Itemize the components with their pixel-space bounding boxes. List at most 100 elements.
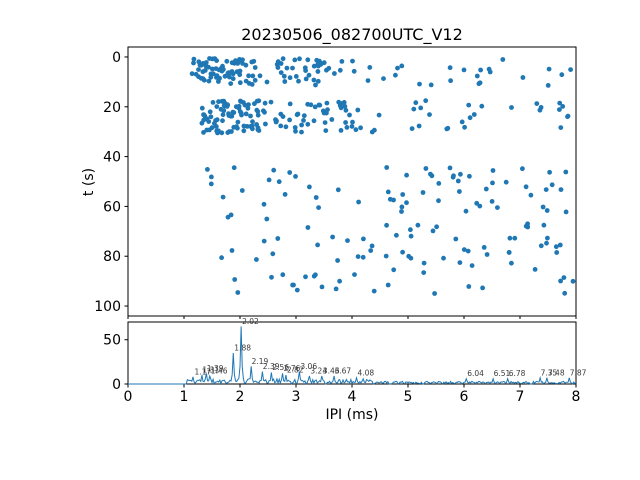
scatter-point	[489, 199, 495, 204]
scatter-point	[462, 124, 467, 130]
scatter-point	[559, 72, 565, 78]
scatter-point	[367, 65, 373, 70]
chart-title: 20230506_082700UTC_V12	[241, 25, 463, 45]
scatter-point	[287, 117, 292, 123]
x-tick-label: 5	[404, 389, 413, 405]
y-tick-label: 50	[103, 333, 121, 349]
scatter-point	[196, 67, 201, 72]
scatter-point	[466, 102, 472, 108]
scatter-point	[457, 260, 463, 265]
scatter-point	[222, 100, 228, 106]
y-tick-label: 100	[94, 299, 121, 315]
scatter-point	[255, 112, 261, 118]
scatter-point	[305, 225, 311, 230]
scatter-point	[467, 115, 473, 121]
scatter-point	[284, 65, 290, 71]
scatter-point	[271, 167, 277, 173]
scatter-point	[201, 130, 206, 135]
scatter-point	[292, 57, 298, 63]
scatter-point	[303, 274, 308, 280]
scatter-point	[305, 57, 311, 63]
scatter-point	[261, 238, 267, 244]
scatter-point	[483, 186, 489, 192]
scatter-points-group	[189, 56, 576, 296]
scatter-point	[189, 71, 195, 77]
scatter-point	[554, 250, 560, 255]
scatter-point	[255, 109, 261, 114]
scatter-point	[408, 233, 414, 239]
scatter-point	[294, 287, 300, 293]
scatter-point	[198, 75, 204, 81]
scatter-point	[338, 127, 344, 133]
scatter-point	[296, 78, 301, 84]
scatter-point	[358, 125, 363, 131]
scatter-point	[281, 73, 287, 79]
scatter-point	[208, 114, 214, 120]
scatter-point	[268, 99, 274, 105]
scatter-point	[461, 67, 467, 73]
scatter-point	[287, 101, 293, 107]
scatter-point	[503, 179, 509, 185]
x-tick-label: 2	[236, 389, 245, 405]
scatter-point	[344, 125, 350, 130]
peak-annotation: 3.67	[335, 367, 352, 376]
scatter-point	[544, 208, 550, 213]
scatter-point	[409, 126, 415, 131]
scatter-point	[466, 284, 472, 289]
hist-x-ticks: 0 1 2 3 4 5 6 7 8	[124, 384, 580, 405]
scatter-point	[207, 109, 213, 115]
scatter-point	[545, 83, 551, 88]
scatter-point	[230, 76, 236, 82]
scatter-point	[441, 255, 446, 261]
scatter-point	[463, 208, 469, 214]
scatter-point	[557, 100, 563, 106]
scatter-point	[236, 103, 242, 109]
scatter-point	[275, 65, 281, 70]
scatter-point	[213, 66, 219, 71]
scatter-point	[305, 121, 311, 127]
scatter-point	[339, 59, 345, 64]
scatter-point	[278, 123, 284, 129]
scatter-point	[226, 113, 232, 118]
scatter-point	[335, 187, 341, 193]
scatter-point	[290, 65, 295, 71]
scatter-point	[214, 75, 219, 80]
scatter-point	[264, 216, 270, 222]
scatter-point	[399, 204, 405, 210]
scatter-point	[376, 112, 382, 118]
scatter-point	[324, 67, 329, 73]
scatter-point	[245, 105, 251, 111]
scatter-point	[266, 177, 272, 183]
scatter-point	[269, 274, 274, 280]
scatter-point	[316, 102, 322, 108]
peak-annotation: 3.06	[300, 362, 317, 371]
scatter-point	[193, 71, 199, 77]
scatter-point	[214, 58, 220, 63]
scatter-point	[436, 181, 442, 186]
scatter-point	[239, 188, 245, 193]
scatter-point	[246, 81, 252, 86]
scatter-point	[428, 82, 434, 88]
scatter-point	[210, 56, 215, 62]
scatter-point	[391, 267, 397, 273]
scatter-point	[368, 248, 374, 254]
scatter-point	[212, 121, 217, 126]
scatter-point	[295, 111, 301, 117]
scatter-point	[413, 100, 419, 106]
scatter-point	[313, 272, 318, 278]
scatter-point	[202, 68, 208, 73]
scatter-point	[198, 62, 204, 68]
scatter-point	[563, 169, 569, 175]
scatter-point	[229, 69, 235, 74]
peak-annotation: 6.04	[467, 369, 484, 378]
scatter-point	[278, 61, 284, 66]
scatter-point	[509, 260, 514, 266]
scatter-point	[206, 119, 212, 124]
scatter-point	[395, 65, 400, 71]
scatter-point	[241, 128, 247, 134]
scatter-point	[320, 108, 326, 114]
scatter-point	[242, 102, 248, 108]
scatter-point	[427, 112, 432, 117]
scatter-point	[568, 67, 573, 72]
